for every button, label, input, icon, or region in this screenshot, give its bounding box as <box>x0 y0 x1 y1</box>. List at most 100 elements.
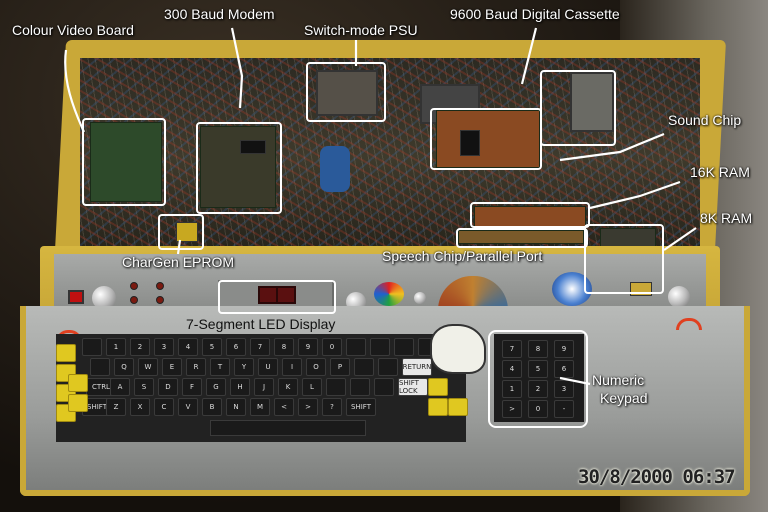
key[interactable] <box>354 358 374 376</box>
key[interactable]: W <box>138 358 158 376</box>
key[interactable] <box>326 378 346 396</box>
key[interactable]: < <box>274 398 294 416</box>
key[interactable]: > <box>298 398 318 416</box>
key[interactable]: Z <box>106 398 126 416</box>
arrow-video-board <box>64 49 86 133</box>
key[interactable]: A <box>110 378 130 396</box>
key[interactable]: 9 <box>298 338 318 356</box>
cassette-chip <box>460 130 480 156</box>
highlight-speech-chip <box>456 228 588 248</box>
key[interactable]: RETURN <box>402 358 432 376</box>
key[interactable]: P <box>330 358 350 376</box>
highlight-video-board <box>82 118 166 206</box>
cartoon-sticker <box>430 324 486 374</box>
key[interactable]: D <box>158 378 178 396</box>
key[interactable]: 2 <box>130 338 150 356</box>
key[interactable]: J <box>254 378 274 396</box>
power-knob[interactable] <box>668 286 690 308</box>
numpad-key[interactable]: 2 <box>528 380 548 398</box>
key[interactable]: 8 <box>274 338 294 356</box>
key[interactable]: G <box>206 378 226 396</box>
key[interactable]: SHIFT LOCK <box>398 378 428 396</box>
modem-board <box>200 126 276 208</box>
label-psu: Switch-mode PSU <box>304 22 418 38</box>
indicator-led <box>156 282 164 290</box>
numpad-key[interactable]: 1 <box>502 380 522 398</box>
key[interactable]: O <box>306 358 326 376</box>
key[interactable] <box>350 378 370 396</box>
key[interactable]: 5 <box>202 338 222 356</box>
key[interactable]: E <box>162 358 182 376</box>
numpad-key[interactable]: 5 <box>528 360 548 378</box>
label-speech-chip: Speech Chip/Parallel Port <box>382 248 543 264</box>
label-colour-video-board: Colour Video Board <box>12 22 134 38</box>
key[interactable] <box>346 338 366 356</box>
yellow-key[interactable] <box>448 398 468 416</box>
yellow-key[interactable] <box>428 378 448 396</box>
reset-button[interactable] <box>68 290 84 304</box>
key[interactable]: 4 <box>178 338 198 356</box>
key[interactable] <box>378 358 398 376</box>
yellow-key[interactable] <box>56 344 76 362</box>
eprom-chip <box>176 222 198 242</box>
arrow-keypad <box>559 376 591 386</box>
key[interactable]: T <box>210 358 230 376</box>
key[interactable]: ? <box>322 398 342 416</box>
key[interactable]: U <box>258 358 278 376</box>
numpad-key[interactable]: 4 <box>502 360 522 378</box>
yellow-key[interactable] <box>68 394 88 412</box>
key[interactable] <box>90 358 110 376</box>
key[interactable]: 7 <box>250 338 270 356</box>
key[interactable]: K <box>278 378 298 396</box>
numpad-key[interactable]: 7 <box>502 340 522 358</box>
label-led-display: 7-Segment LED Display <box>186 316 336 332</box>
key[interactable]: SHIFT <box>346 398 376 416</box>
highlight-psu <box>306 62 386 122</box>
video-board <box>90 122 162 202</box>
key[interactable]: 6 <box>226 338 246 356</box>
numpad-key[interactable]: 6 <box>554 360 574 378</box>
key[interactable]: F <box>182 378 202 396</box>
key[interactable]: C <box>154 398 174 416</box>
arrow-16k-ram <box>589 180 681 210</box>
numpad-key[interactable]: 9 <box>554 340 574 358</box>
numpad-key[interactable]: - <box>554 400 574 418</box>
numpad-key[interactable]: 0 <box>528 400 548 418</box>
yellow-key[interactable] <box>68 374 88 392</box>
key[interactable]: H <box>230 378 250 396</box>
key[interactable] <box>394 338 414 356</box>
key[interactable]: 1 <box>106 338 126 356</box>
modem-chip <box>240 140 266 154</box>
key[interactable] <box>370 338 390 356</box>
numpad-key[interactable]: > <box>502 400 522 418</box>
key[interactable]: L <box>302 378 322 396</box>
key[interactable]: R <box>186 358 206 376</box>
cassette-deck <box>570 72 614 132</box>
key[interactable]: B <box>202 398 222 416</box>
space-bar[interactable] <box>210 420 366 436</box>
numpad-key[interactable]: 3 <box>554 380 574 398</box>
key[interactable]: X <box>130 398 150 416</box>
key[interactable] <box>82 338 102 356</box>
label-numeric: Numeric <box>592 372 645 388</box>
key[interactable]: Q <box>114 358 134 376</box>
yellow-key[interactable] <box>428 398 448 416</box>
key[interactable]: Y <box>234 358 254 376</box>
arrow-eprom <box>176 239 182 255</box>
label-modem: 300 Baud Modem <box>164 6 275 22</box>
digit <box>278 288 294 302</box>
key[interactable]: V <box>178 398 198 416</box>
key[interactable]: N <box>226 398 246 416</box>
key[interactable] <box>374 378 394 396</box>
key[interactable]: I <box>282 358 302 376</box>
key[interactable]: 3 <box>154 338 174 356</box>
label-chargen-eprom: CharGen EPROM <box>122 254 235 270</box>
small-knob[interactable] <box>414 292 426 304</box>
key[interactable]: S <box>134 378 154 396</box>
numpad-key[interactable]: 8 <box>528 340 548 358</box>
seven-segment-display <box>258 286 296 304</box>
label-sound-chip: Sound Chip <box>668 112 742 128</box>
key[interactable]: M <box>250 398 270 416</box>
key[interactable]: 0 <box>322 338 342 356</box>
